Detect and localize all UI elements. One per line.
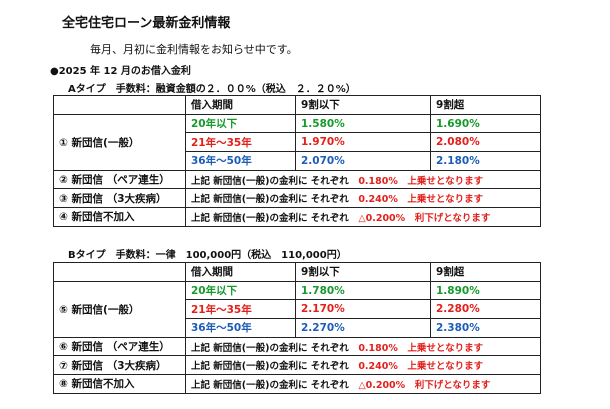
- note-label: ⑧ 新団信不加入: [53, 374, 186, 394]
- note-text: 上記 新団信(一般)の金利に それぞれ: [191, 212, 349, 224]
- rate: 1.690%: [430, 113, 541, 134]
- period: 20年以下: [185, 280, 296, 301]
- note-text: 上記 新団信(一般)の金利に それぞれ: [191, 342, 349, 354]
- rate: 2.380%: [430, 318, 541, 338]
- note-amount: △0.200%: [358, 212, 406, 224]
- rate: 2.280%: [430, 299, 541, 320]
- note-label: ④ 新団信不加入: [53, 207, 186, 227]
- note-result: 上乗せとなります: [407, 361, 484, 373]
- note: 上記 新団信(一般)の金利に それぞれ △0.200% 利下げとなります: [185, 374, 541, 394]
- note: 上記 新団信(一般)の金利に それぞれ 0.240% 上乗せとなります: [185, 188, 541, 209]
- rate-row: 21年～35年 1.970% 2.080%: [54, 132, 541, 153]
- period: 36年～50年: [185, 151, 296, 171]
- period: 21年～35年: [185, 299, 296, 320]
- period: 20年以下: [185, 113, 296, 134]
- plan-label: ⑤ 新団信(一般）: [53, 280, 186, 338]
- note-amount: 0.180%: [358, 175, 398, 187]
- header-cell: 9割以下: [295, 95, 431, 115]
- header-cell: 借入期間: [185, 95, 296, 115]
- rate: 1.580%: [295, 113, 431, 134]
- rate: 2.270%: [295, 318, 431, 338]
- period: 36年～50年: [185, 318, 296, 338]
- note-text: 上記 新団信(一般)の金利に それぞれ: [191, 361, 349, 373]
- rate-row: 21年～35年 2.170% 2.280%: [54, 299, 541, 320]
- rate-heading: ●2025 年 12 月のお借入金利: [50, 66, 191, 77]
- title: 全宅住宅ローン最新金利情報: [62, 16, 231, 31]
- note-label: ③ 新団信 （3大疾病）: [53, 188, 186, 209]
- note-row: ⑦ 新団信 （3大疾病） 上記 新団信(一般)の金利に それぞれ 0.240% 上…: [53, 355, 541, 376]
- header-cell: 9割超: [430, 95, 541, 115]
- note: 上記 新団信(一般)の金利に それぞれ 0.240% 上乗せとなります: [185, 355, 541, 376]
- note-result: 上乗せとなります: [407, 342, 484, 354]
- note-text: 上記 新団信(一般)の金利に それぞれ: [191, 194, 349, 206]
- note-amount: 0.240%: [358, 361, 398, 373]
- period: 21年～35年: [185, 132, 296, 153]
- note-label: ⑥ 新団信 （ペア連生）: [53, 336, 186, 357]
- note-row: ⑥ 新団信 （ペア連生） 上記 新団信(一般)の金利に それぞれ 0.180% 上…: [53, 336, 541, 357]
- note-label: ② 新団信 （ペア連生）: [53, 169, 186, 190]
- rate-table: 借入期間 9割以下 9割超 ⑤ 新団信(一般） 20年以下 1.780% 1.890% 21年…: [53, 262, 541, 394]
- note-text: 上記 新団信(一般)の金利に それぞれ: [191, 175, 349, 187]
- header-row: 借入期間 9割以下 9割超: [53, 95, 541, 115]
- note-label: ⑦ 新団信 （3大疾病）: [53, 355, 186, 376]
- rate: 2.170%: [295, 299, 431, 320]
- rate: 1.780%: [295, 280, 431, 301]
- table-caption: Aタイプ 手数料：融資金額の２．００%（税込 ２．２０%）: [68, 84, 356, 95]
- note-row: ② 新団信 （ペア連生） 上記 新団信(一般)の金利に それぞれ 0.180% 上…: [53, 169, 541, 190]
- note-row: ⑧ 新団信不加入 上記 新団信(一般)の金利に それぞれ △0.200% 利下げと…: [53, 374, 541, 394]
- note: 上記 新団信(一般)の金利に それぞれ 0.180% 上乗せとなります: [185, 336, 541, 357]
- note-row: ④ 新団信不加入 上記 新団信(一般)の金利に それぞれ △0.200% 利下げと…: [53, 207, 541, 227]
- note-amount: 0.180%: [358, 342, 398, 354]
- note-amount: 0.240%: [358, 194, 398, 206]
- header-cell: [53, 95, 186, 115]
- note-result: 利下げとなります: [414, 212, 491, 224]
- table-caption: Bタイプ 手数料：一律 100,000円（税込 110,000円）: [68, 250, 347, 261]
- header-cell: 9割超: [430, 262, 541, 282]
- rate-row: ⑤ 新団信(一般） 20年以下 1.780% 1.890%: [53, 280, 541, 338]
- header-cell: 借入期間: [185, 262, 296, 282]
- rate-table: 借入期間 9割以下 9割超 ① 新団信(一般） 20年以下 1.580% 1.690% 21年…: [53, 95, 541, 227]
- note-row: ③ 新団信 （3大疾病） 上記 新団信(一般)の金利に それぞれ 0.240% 上…: [53, 188, 541, 209]
- header-cell: 9割以下: [295, 262, 431, 282]
- rate-row: 36年～50年 2.070% 2.180%: [54, 151, 541, 171]
- rate: 1.890%: [430, 280, 541, 301]
- plan-label: ① 新団信(一般）: [53, 113, 186, 171]
- note: 上記 新団信(一般)の金利に それぞれ △0.200% 利下げとなります: [185, 207, 541, 227]
- rate-row: ① 新団信(一般） 20年以下 1.580% 1.690%: [53, 113, 541, 171]
- subtitle: 毎月、月初に金利情報をお知らせ中です。: [90, 43, 298, 56]
- rate: 1.970%: [295, 132, 431, 153]
- note-amount: △0.200%: [358, 379, 406, 391]
- header-cell: [53, 262, 186, 282]
- rate: 2.180%: [430, 151, 541, 171]
- note-text: 上記 新団信(一般)の金利に それぞれ: [191, 379, 349, 391]
- note-result: 上乗せとなります: [407, 194, 484, 206]
- rate: 2.070%: [295, 151, 431, 171]
- rate: 2.080%: [430, 132, 541, 153]
- note-result: 利下げとなります: [414, 379, 491, 391]
- header-row: 借入期間 9割以下 9割超: [53, 262, 541, 282]
- note-result: 上乗せとなります: [407, 175, 484, 187]
- note: 上記 新団信(一般)の金利に それぞれ 0.180% 上乗せとなります: [185, 169, 541, 190]
